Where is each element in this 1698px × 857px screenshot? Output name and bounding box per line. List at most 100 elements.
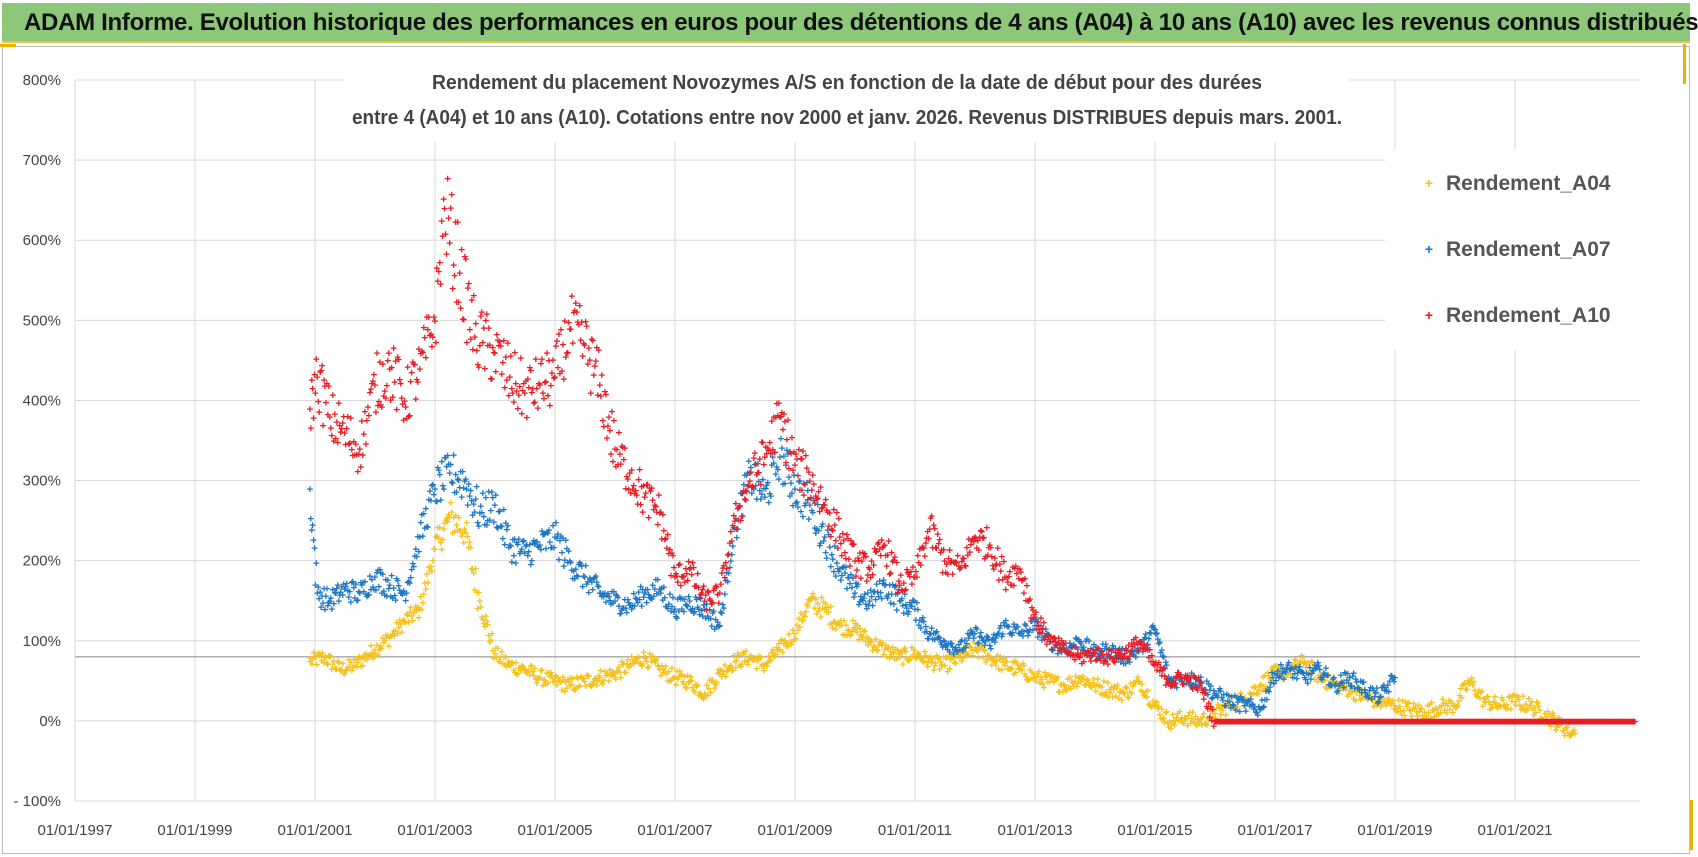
data-point: +	[534, 677, 541, 690]
data-point: +	[1212, 707, 1219, 720]
data-point: +	[538, 664, 545, 677]
data-point: +	[1037, 677, 1044, 690]
data-point: +	[554, 678, 561, 691]
data-point: +	[365, 650, 372, 663]
data-point: +	[721, 658, 728, 671]
data-point: +	[875, 639, 882, 652]
data-point: +	[1003, 655, 1010, 668]
data-point: +	[952, 656, 959, 669]
data-point: +	[355, 656, 362, 669]
data-point: +	[1025, 674, 1032, 687]
data-point: +	[587, 387, 594, 400]
data-point: +	[841, 614, 848, 627]
x-tick-label: 01/01/2001	[277, 822, 352, 839]
data-point: +	[1087, 679, 1094, 692]
data-point: +	[482, 610, 489, 623]
data-point: +	[1050, 675, 1057, 688]
data-point: +	[377, 642, 384, 655]
data-point: +	[434, 529, 441, 542]
data-point: +	[436, 531, 443, 544]
data-point: +	[732, 655, 739, 668]
data-point: +	[399, 615, 406, 628]
data-point: +	[669, 661, 676, 674]
data-point: +	[1061, 679, 1068, 692]
y-tick-label: 200%	[23, 553, 61, 570]
data-point: +	[801, 609, 808, 622]
data-point: +	[980, 651, 987, 664]
data-point: +	[315, 649, 322, 662]
data-point: +	[908, 650, 915, 663]
data-point: +	[781, 637, 788, 650]
data-point: +	[941, 659, 948, 672]
data-point: +	[676, 670, 683, 683]
data-point: +	[994, 648, 1001, 661]
data-point: +	[573, 670, 580, 683]
data-point: +	[312, 651, 319, 664]
data-point: +	[616, 426, 623, 439]
data-point: +	[1023, 670, 1030, 683]
data-point: +	[411, 604, 418, 617]
y-tick-label: 0%	[39, 713, 61, 730]
data-point: +	[596, 669, 603, 682]
data-point: +	[500, 657, 507, 670]
data-point: +	[624, 653, 631, 666]
data-point: +	[938, 659, 945, 672]
data-point: +	[804, 598, 811, 611]
data-point: +	[491, 652, 498, 665]
data-point: +	[499, 645, 506, 658]
data-point: +	[471, 289, 478, 302]
data-point: +	[697, 687, 704, 700]
data-point: +	[924, 660, 931, 673]
data-point: +	[1093, 684, 1100, 697]
data-point: +	[920, 655, 927, 668]
data-point: +	[825, 605, 832, 618]
data-point: +	[788, 638, 795, 651]
data-point: +	[549, 669, 556, 682]
points-layer: + ++ +++++++++++ ++ + + + + +++++ ++++ +++++++ ++++…	[307, 172, 1639, 742]
data-point: +	[803, 605, 810, 618]
data-point: +	[460, 536, 467, 549]
data-point: +	[336, 663, 343, 676]
data-point: +	[323, 657, 330, 670]
data-point: +	[692, 678, 699, 691]
data-point: +	[629, 654, 636, 667]
data-point: +	[485, 618, 492, 631]
data-point: +	[846, 624, 853, 637]
data-point: +	[707, 686, 714, 699]
data-point: +	[910, 650, 917, 663]
data-point: +	[713, 676, 720, 689]
data-point: +	[674, 665, 681, 678]
data-point: +	[971, 636, 978, 649]
data-point: +	[374, 639, 381, 652]
data-point: +	[512, 656, 519, 669]
data-point: +	[715, 620, 722, 633]
data-point: +	[376, 643, 383, 656]
legend-marker-a04: +	[1425, 175, 1433, 191]
data-point: +	[457, 524, 464, 537]
data-point: +	[412, 599, 419, 612]
data-point: +	[802, 610, 809, 623]
data-point: +	[625, 661, 632, 674]
data-point: +	[410, 606, 417, 619]
data-point: +	[353, 653, 360, 666]
data-point: +	[708, 674, 715, 687]
data-point: +	[391, 629, 398, 642]
data-point: +	[420, 596, 427, 609]
data-point: +	[861, 624, 868, 637]
data-point: +	[599, 675, 606, 688]
data-point: +	[725, 663, 732, 676]
data-point: +	[1497, 699, 1504, 712]
data-point: +	[505, 519, 512, 532]
data-point: +	[1111, 680, 1118, 693]
data-point: +	[1027, 663, 1034, 676]
data-point: +	[322, 650, 329, 663]
data-point: +	[1098, 687, 1105, 700]
data-point: +	[1257, 679, 1264, 692]
data-point: +	[493, 489, 500, 502]
data-point: +	[702, 689, 709, 702]
data-point: +	[643, 655, 650, 668]
data-point: +	[524, 665, 531, 678]
data-point: +	[610, 665, 617, 678]
data-point: +	[462, 526, 469, 539]
data-point: +	[768, 490, 775, 503]
